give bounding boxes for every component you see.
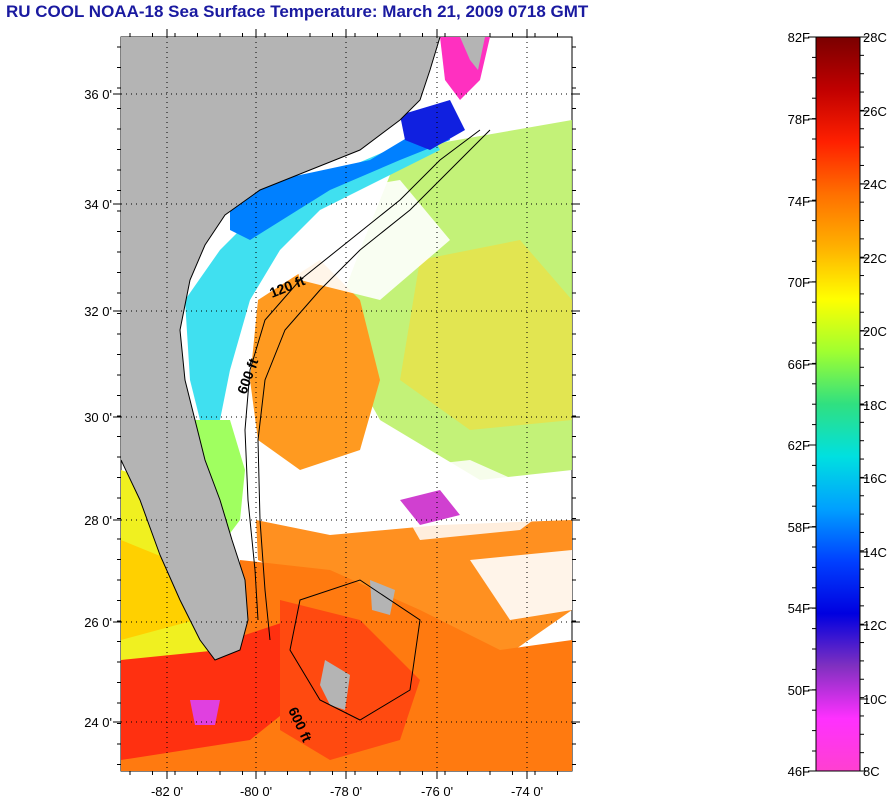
colorbar-f-label: 78F xyxy=(788,112,810,127)
colorbar-ticks xyxy=(808,36,868,772)
longitude-axis: -82 0' -80 0' -78 0' -76 0' -74 0' xyxy=(151,784,543,799)
colorbar-f-label: 50F xyxy=(788,683,810,698)
colorbar-f-label: 82F xyxy=(788,30,810,45)
colorbar-f-label: 74F xyxy=(788,194,810,209)
map-title: RU COOL NOAA-18 Sea Surface Temperature:… xyxy=(6,2,589,21)
colorbar-c-label: 24C xyxy=(863,177,887,192)
colorbar-celsius-labels: 28C 26C 24C 22C 20C 18C 16C 14C 12C 10C … xyxy=(863,30,887,779)
lat-tick-label: 36 0' xyxy=(84,87,112,102)
colorbar-c-label: 16C xyxy=(863,471,887,486)
colorbar-f-label: 66F xyxy=(788,357,810,372)
lat-tick-label: 24 0' xyxy=(84,715,112,730)
colorbar-f-label: 46F xyxy=(788,764,810,779)
graticule xyxy=(121,37,572,771)
colorbar-c-label: 10C xyxy=(863,692,887,707)
lat-tick-label: 28 0' xyxy=(84,513,112,528)
isobath-600ft xyxy=(257,129,491,641)
colorbar-c-label: 14C xyxy=(863,545,887,560)
sst-field xyxy=(121,37,572,771)
colorbar-c-label: 20C xyxy=(863,324,887,339)
lat-tick-label: 30 0' xyxy=(84,410,112,425)
lon-tick-label: -82 0' xyxy=(151,784,183,799)
bank-contour xyxy=(289,579,421,721)
colorbar-f-label: 58F xyxy=(788,520,810,535)
land xyxy=(121,37,485,710)
colorbar-c-label: 22C xyxy=(863,251,887,266)
colorbar-c-label: 28C xyxy=(863,30,887,45)
colorbar-fahrenheit-labels: 82F 78F 74F 70F 66F 62F 58F 54F 50F 46F xyxy=(788,30,810,779)
lat-tick-label: 32 0' xyxy=(84,304,112,319)
colorbar-f-label: 54F xyxy=(788,601,810,616)
lon-tick-label: -76 0' xyxy=(421,784,453,799)
lon-tick-label: -78 0' xyxy=(330,784,362,799)
colorbar xyxy=(815,36,861,772)
lon-tick-label: -80 0' xyxy=(240,784,272,799)
lat-tick-label: 34 0' xyxy=(84,197,112,212)
colorbar-c-label: 18C xyxy=(863,398,887,413)
isobath-120ft xyxy=(244,129,481,621)
colorbar-f-label: 62F xyxy=(788,438,810,453)
colorbar-c-label: 8C xyxy=(863,764,880,779)
coastline xyxy=(121,37,441,661)
colorbar-c-label: 12C xyxy=(863,618,887,633)
lon-tick-label: -74 0' xyxy=(511,784,543,799)
colorbar-f-label: 70F xyxy=(788,275,810,290)
colorbar-c-label: 26C xyxy=(863,104,887,119)
lat-tick-label: 26 0' xyxy=(84,615,112,630)
latitude-axis: 24 0' 26 0' 28 0' 30 0' 32 0' 34 0' 36 0… xyxy=(84,87,112,730)
axis-ticks xyxy=(113,29,580,779)
